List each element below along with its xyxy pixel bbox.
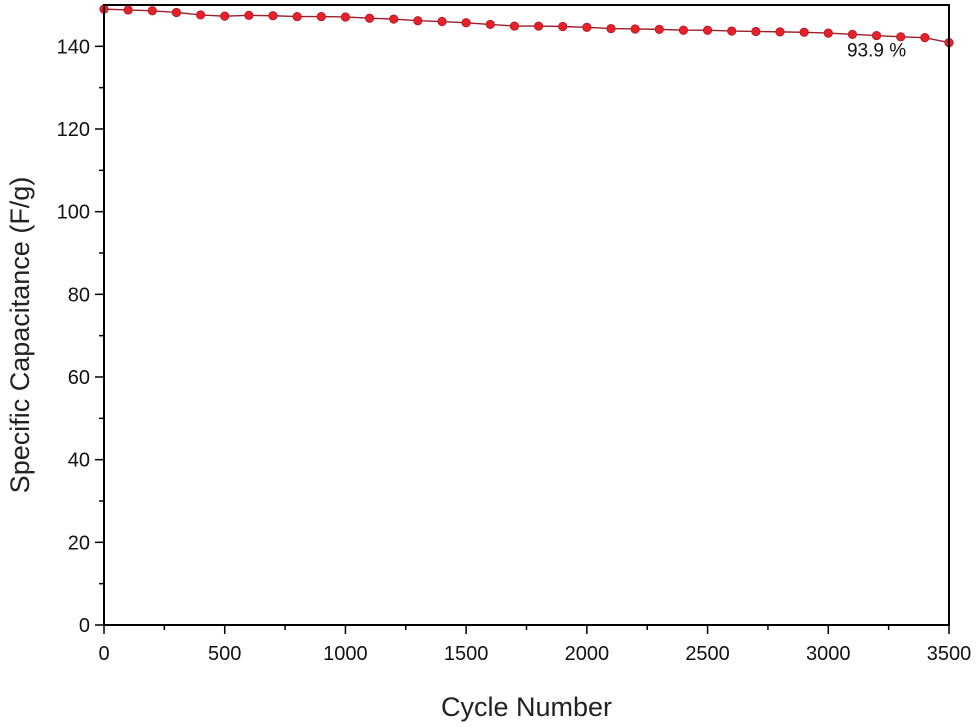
y-axis-title: Specific Capacitance (F/g) bbox=[5, 177, 35, 494]
series-line bbox=[103, 8, 950, 44]
data-point bbox=[509, 21, 520, 31]
data-point bbox=[244, 10, 254, 20]
data-point bbox=[316, 11, 326, 22]
x-tick-label: 1500 bbox=[444, 643, 489, 665]
annotation-layer: 93.9 % bbox=[847, 41, 906, 62]
data-point bbox=[485, 19, 495, 30]
x-tick-label: 3000 bbox=[806, 643, 851, 665]
data-point bbox=[775, 27, 785, 37]
x-tick-label: 500 bbox=[208, 643, 241, 665]
data-point bbox=[195, 10, 206, 20]
data-point bbox=[437, 16, 447, 27]
data-point bbox=[920, 33, 930, 43]
data-point bbox=[630, 24, 640, 34]
x-tick-label: 0 bbox=[98, 643, 109, 665]
data-point bbox=[389, 14, 399, 24]
data-point bbox=[413, 16, 423, 26]
data-point bbox=[340, 12, 351, 22]
y-tick-label: 80 bbox=[68, 284, 90, 306]
data-point bbox=[461, 18, 471, 28]
data-point bbox=[533, 21, 544, 31]
data-point bbox=[364, 13, 375, 23]
y-tick-label: 0 bbox=[79, 615, 90, 637]
data-point bbox=[847, 29, 858, 39]
data-point bbox=[147, 6, 157, 16]
x-axis-title: Cycle Number bbox=[441, 692, 612, 722]
data-point bbox=[558, 21, 568, 32]
plot-frame bbox=[103, 4, 950, 626]
data-point bbox=[799, 27, 809, 37]
data-point bbox=[292, 11, 302, 22]
y-tick-label: 60 bbox=[68, 367, 90, 389]
data-point bbox=[871, 30, 882, 41]
x-tick-label: 3500 bbox=[927, 643, 972, 665]
data-point bbox=[268, 11, 278, 21]
data-point bbox=[220, 11, 230, 21]
y-tick-label: 20 bbox=[68, 532, 90, 554]
data-point bbox=[702, 25, 713, 35]
data-point bbox=[727, 26, 737, 36]
y-axis-ticks: 0 20 40 60 80 100 120 140 bbox=[57, 36, 104, 637]
x-tick-label: 1000 bbox=[323, 643, 368, 665]
y-tick-label: 100 bbox=[57, 202, 90, 224]
data-point bbox=[678, 25, 689, 35]
data-point bbox=[582, 22, 592, 32]
series-layer bbox=[99, 4, 954, 48]
x-tick-label: 2500 bbox=[685, 643, 730, 665]
y-tick-label: 140 bbox=[57, 36, 90, 58]
y-tick-label: 120 bbox=[57, 119, 90, 141]
x-tick-label: 2000 bbox=[565, 643, 610, 665]
data-point bbox=[751, 26, 761, 37]
y-tick-label: 40 bbox=[68, 450, 90, 472]
data-point bbox=[171, 7, 182, 18]
x-axis-ticks: 0 500 1000 1500 2000 2500 3000 3500 bbox=[98, 625, 971, 665]
data-point bbox=[823, 28, 833, 38]
data-point bbox=[896, 32, 906, 42]
data-point bbox=[606, 23, 616, 34]
data-point bbox=[123, 5, 133, 15]
data-point bbox=[654, 24, 664, 34]
retention-annotation: 93.9 % bbox=[847, 41, 906, 62]
